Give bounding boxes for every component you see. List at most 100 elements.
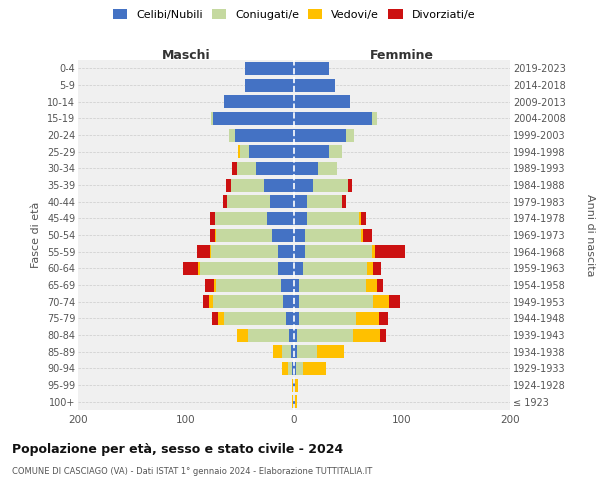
Bar [294,195,307,208]
Bar [297,345,317,358]
Bar [205,278,214,291]
Bar [224,312,286,325]
Bar [282,362,287,375]
Bar [294,62,329,75]
Bar [373,295,389,308]
Bar [294,345,297,358]
Bar [237,162,256,175]
Legend: Celibi/Nubili, Coniugati/e, Vedovi/e, Divorziati/e: Celibi/Nubili, Coniugati/e, Vedovi/e, Di… [109,5,479,24]
Bar [283,295,294,308]
Bar [272,228,294,241]
Bar [294,178,313,192]
Bar [215,228,216,241]
Bar [292,378,293,392]
Bar [302,362,326,375]
Bar [389,295,400,308]
Bar [359,212,361,225]
Bar [367,278,377,291]
Bar [248,145,294,158]
Bar [245,62,294,75]
Bar [224,95,294,108]
Bar [210,228,215,241]
Bar [372,112,377,125]
Bar [294,128,346,141]
Bar [305,228,361,241]
Bar [329,145,341,158]
Bar [294,362,296,375]
Bar [294,295,299,308]
Bar [291,345,294,358]
Bar [299,312,356,325]
Bar [278,245,294,258]
Bar [294,162,318,175]
Bar [295,378,298,392]
Bar [198,262,200,275]
Bar [294,328,297,342]
Text: Maschi: Maschi [161,48,211,62]
Bar [200,262,278,275]
Bar [313,178,348,192]
Bar [318,162,337,175]
Bar [294,212,307,225]
Bar [294,112,372,125]
Bar [353,328,380,342]
Bar [211,112,213,125]
Text: Popolazione per età, sesso e stato civile - 2024: Popolazione per età, sesso e stato civil… [12,442,343,456]
Y-axis label: Anni di nascita: Anni di nascita [585,194,595,276]
Bar [278,262,294,275]
Bar [361,212,367,225]
Bar [214,278,216,291]
Bar [372,245,375,258]
Bar [238,145,240,158]
Y-axis label: Fasce di età: Fasce di età [31,202,41,268]
Bar [293,378,294,392]
Bar [289,328,294,342]
Bar [292,395,293,408]
Bar [377,278,383,291]
Bar [216,278,281,291]
Bar [245,78,294,92]
Bar [226,178,232,192]
Bar [294,145,329,158]
Bar [274,345,282,358]
Bar [264,178,294,192]
Bar [375,245,405,258]
Bar [232,162,237,175]
Bar [361,228,363,241]
Bar [232,178,264,192]
Bar [216,228,272,241]
Bar [292,362,294,375]
Bar [305,245,372,258]
Text: COMUNE DI CASCIAGO (VA) - Dati ISTAT 1° gennaio 2024 - Elaborazione TUTTITALIA.I: COMUNE DI CASCIAGO (VA) - Dati ISTAT 1° … [12,468,372,476]
Bar [294,378,295,392]
Bar [213,295,283,308]
Bar [302,262,367,275]
Bar [294,395,295,408]
Bar [363,228,372,241]
Bar [294,78,335,92]
Bar [373,262,382,275]
Bar [240,145,248,158]
Bar [197,245,210,258]
Bar [367,262,373,275]
Bar [183,262,198,275]
Bar [294,228,305,241]
Bar [294,278,299,291]
Bar [203,295,209,308]
Bar [299,295,373,308]
Bar [270,195,294,208]
Bar [296,362,302,375]
Bar [341,195,346,208]
Bar [295,395,297,408]
Bar [297,328,353,342]
Bar [223,195,227,208]
Bar [294,95,350,108]
Bar [215,212,267,225]
Text: Femmine: Femmine [370,48,434,62]
Bar [235,128,294,141]
Bar [218,312,224,325]
Bar [282,345,291,358]
Bar [293,395,294,408]
Bar [294,262,302,275]
Bar [212,312,218,325]
